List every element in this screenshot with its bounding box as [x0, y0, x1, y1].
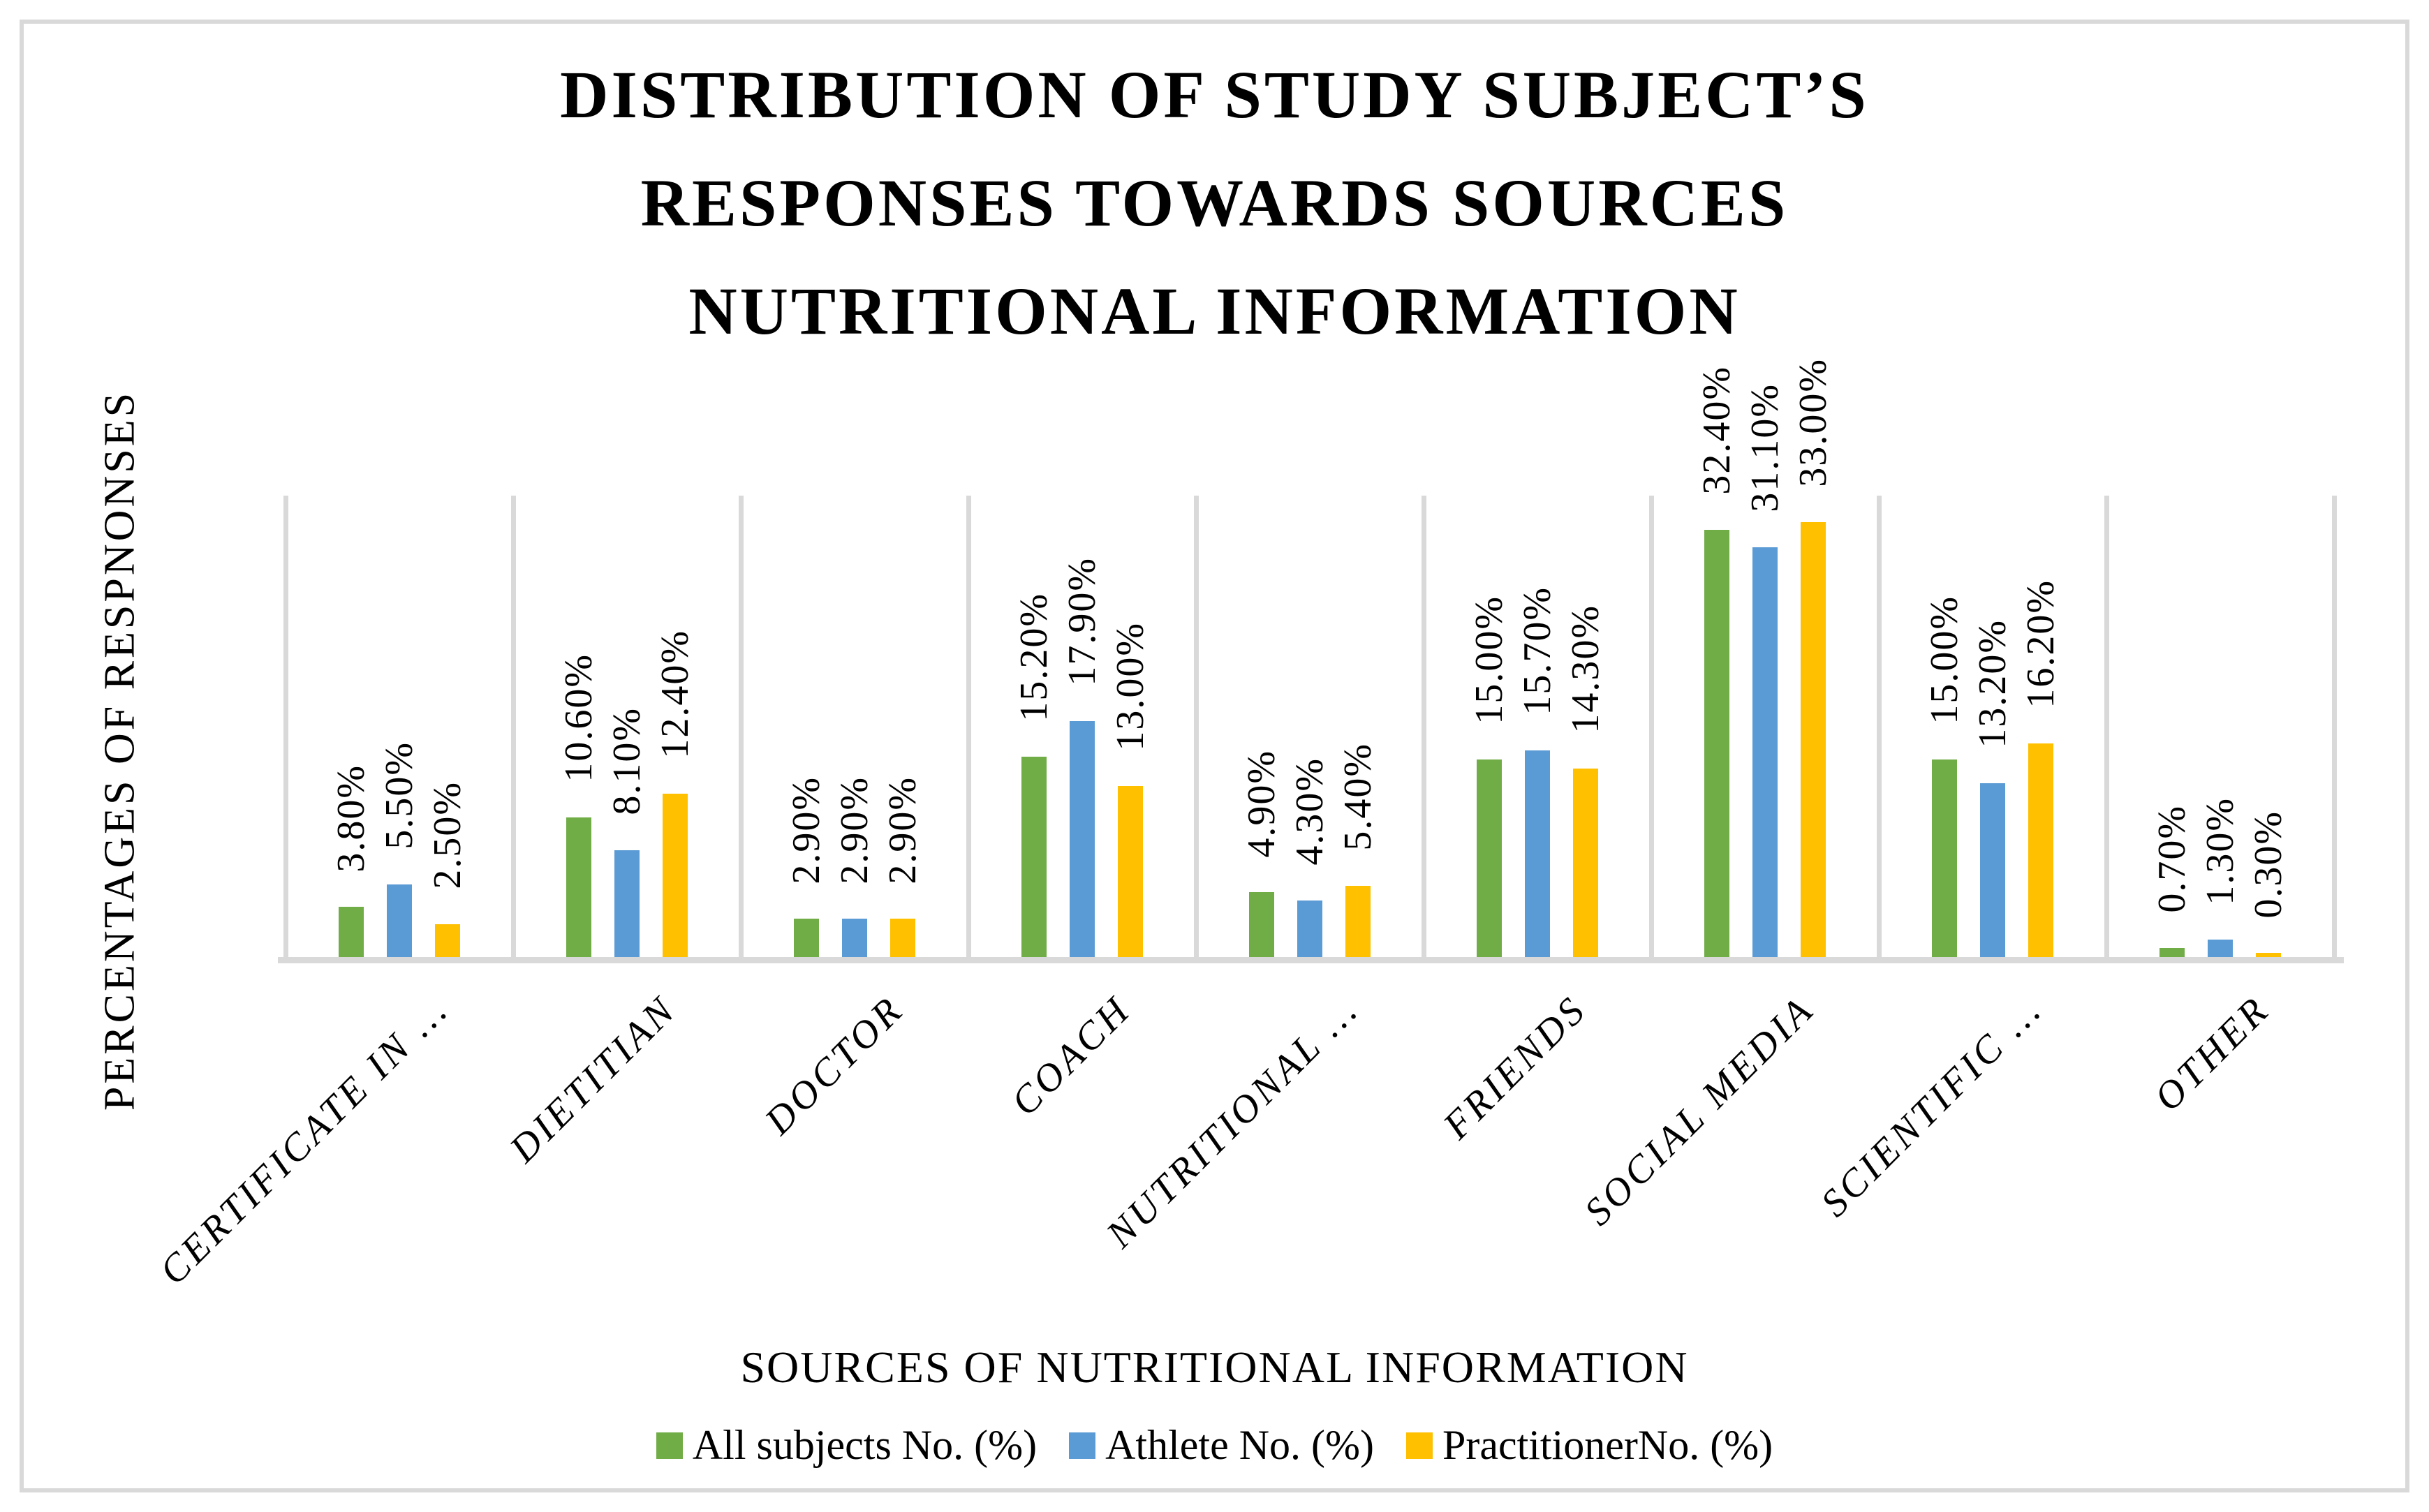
bar-value-label-practitionerno-certificate-in: 2.50%: [426, 781, 469, 889]
bar-practitionerno-certificate-in: [435, 924, 460, 957]
bar-value-label-athlete-no-scientific: 13.20%: [1971, 619, 2014, 748]
legend-label-athlete: Athlete No. (%): [1105, 1422, 1374, 1468]
category-label-certificate-in: CERTIFICATE IN …: [151, 987, 457, 1294]
category-label-dietitian: DIETITIAN: [501, 987, 685, 1171]
legend-swatch-all-subjects: [656, 1432, 683, 1459]
bar-value-label-practitionerno-coach: 13.00%: [1109, 621, 1152, 751]
bar-value-label-athlete-no-certificate-in: 5.50%: [378, 741, 421, 850]
category-label-social-media: SOCIAL MEDIA: [1576, 987, 1823, 1234]
bar-athlete-no-nutritional: [1297, 900, 1322, 957]
bar-value-label-athlete-no-friends: 15.70%: [1516, 586, 1559, 716]
bar-athlete-no-friends: [1525, 750, 1550, 957]
gridline-vertical: [1877, 496, 1882, 957]
bar-practitionerno-social-media: [1801, 521, 1826, 957]
chart-title: DISTRIBUTION OF STUDY SUBJECT’S RESPONSE…: [0, 40, 2429, 365]
bar-value-label-athlete-no-doctor: 2.90%: [833, 776, 876, 884]
bar-value-label-practitionerno-scientific: 16.20%: [2019, 579, 2062, 709]
bar-athlete-no-other: [2208, 940, 2233, 957]
bar-practitionerno-coach: [1118, 785, 1143, 957]
bar-practitionerno-dietitian: [663, 793, 688, 957]
bar-value-label-athlete-no-nutritional: 4.30%: [1288, 757, 1331, 866]
chart-title-line-2: RESPONSES TOWARDS SOURCES: [640, 165, 1789, 240]
bar-value-label-all-subjects-no-nutritional: 4.90%: [1240, 749, 1283, 858]
category-label-scientific: SCIENTIFIC …: [1812, 987, 2051, 1226]
bar-athlete-no-dietitian: [614, 850, 640, 957]
legend-item-athlete: Athlete No. (%): [1069, 1421, 1374, 1469]
gridline-vertical: [739, 496, 744, 957]
bar-value-label-all-subjects-no-doctor: 2.90%: [785, 776, 828, 884]
bar-all-subjects-no-nutritional: [1249, 892, 1274, 957]
bar-athlete-no-coach: [1070, 720, 1095, 957]
bar-all-subjects-no-coach: [1021, 756, 1047, 957]
category-label-nutritional: NUTRITIONAL …: [1098, 987, 1368, 1257]
bar-all-subjects-no-other: [2159, 947, 2185, 957]
chart-title-line-1: DISTRIBUTION OF STUDY SUBJECT’S: [560, 57, 1869, 132]
bar-all-subjects-no-dietitian: [566, 817, 591, 957]
bar-value-label-all-subjects-no-coach: 15.20%: [1012, 593, 1056, 722]
category-label-doctor: DOCTOR: [756, 987, 913, 1143]
chart-outer-border: [20, 20, 2409, 1492]
bar-all-subjects-no-certificate-in: [339, 907, 364, 957]
gridline-vertical: [1422, 496, 1426, 957]
bar-value-label-all-subjects-no-other: 0.70%: [2150, 805, 2194, 913]
bar-practitionerno-doctor: [890, 919, 915, 957]
bar-value-label-athlete-no-other: 1.30%: [2199, 796, 2242, 905]
bar-all-subjects-no-scientific: [1932, 759, 1957, 957]
bar-athlete-no-scientific: [1980, 783, 2005, 957]
bar-athlete-no-doctor: [842, 919, 867, 957]
bar-athlete-no-certificate-in: [387, 884, 412, 957]
bar-value-label-all-subjects-no-scientific: 15.00%: [1923, 595, 1966, 725]
legend-item-all-subjects: All subjects No. (%): [656, 1421, 1037, 1469]
bar-value-label-athlete-no-social-media: 31.10%: [1743, 383, 1787, 512]
x-axis-line: [278, 957, 2344, 963]
gridline-vertical: [2104, 496, 2109, 957]
bar-value-label-all-subjects-no-social-media: 32.40%: [1695, 366, 1738, 496]
bar-practitionerno-nutritional: [1345, 886, 1371, 957]
gridline-vertical: [283, 496, 288, 957]
bar-all-subjects-no-friends: [1477, 759, 1502, 957]
bar-practitionerno-scientific: [2028, 743, 2053, 957]
bar-value-label-practitionerno-doctor: 2.90%: [881, 776, 924, 884]
legend-label-all-subjects: All subjects No. (%): [692, 1422, 1038, 1468]
chart-title-line-3: NUTRITIONAL INFORMATION: [688, 274, 1741, 348]
gridline-vertical: [1649, 496, 1654, 957]
category-label-other: OTHER: [2146, 987, 2278, 1120]
category-label-coach: COACH: [1003, 987, 1140, 1125]
bar-practitionerno-other: [2256, 953, 2281, 957]
x-axis-title: SOURCES OF NUTRITIONAL INFORMATION: [740, 1342, 1689, 1392]
bar-practitionerno-friends: [1573, 768, 1598, 957]
legend: All subjects No. (%) Athlete No. (%) Pra…: [0, 1421, 2429, 1469]
bar-value-label-practitionerno-social-media: 33.00%: [1792, 358, 1835, 487]
bar-value-label-athlete-no-dietitian: 8.10%: [605, 707, 649, 816]
bar-value-label-all-subjects-no-certificate-in: 3.80%: [330, 764, 373, 873]
legend-swatch-athlete: [1069, 1432, 1096, 1459]
bar-athlete-no-social-media: [1752, 547, 1778, 957]
bar-all-subjects-no-doctor: [794, 919, 819, 957]
legend-swatch-practitioner: [1405, 1432, 1433, 1459]
bar-value-label-practitionerno-friends: 14.30%: [1564, 605, 1607, 734]
gridline-vertical: [966, 496, 971, 957]
category-label-friends: FRIENDS: [1435, 987, 1595, 1148]
legend-item-practitioner: PractitionerNo. (%): [1405, 1421, 1773, 1469]
legend-label-practitioner: PractitionerNo. (%): [1442, 1422, 1773, 1468]
bar-value-label-practitionerno-nutritional: 5.40%: [1336, 743, 1380, 852]
bar-value-label-practitionerno-dietitian: 12.40%: [654, 630, 697, 759]
gridline-vertical: [511, 496, 516, 957]
bar-value-label-all-subjects-no-dietitian: 10.60%: [557, 653, 600, 783]
bar-value-label-all-subjects-no-friends: 15.00%: [1468, 595, 1511, 725]
gridline-vertical: [1194, 496, 1199, 957]
bar-value-label-practitionerno-other: 0.30%: [2247, 810, 2290, 919]
gridline-vertical: [2332, 496, 2337, 957]
bar-value-label-athlete-no-coach: 17.90%: [1061, 557, 1104, 686]
bar-all-subjects-no-social-media: [1704, 530, 1729, 957]
